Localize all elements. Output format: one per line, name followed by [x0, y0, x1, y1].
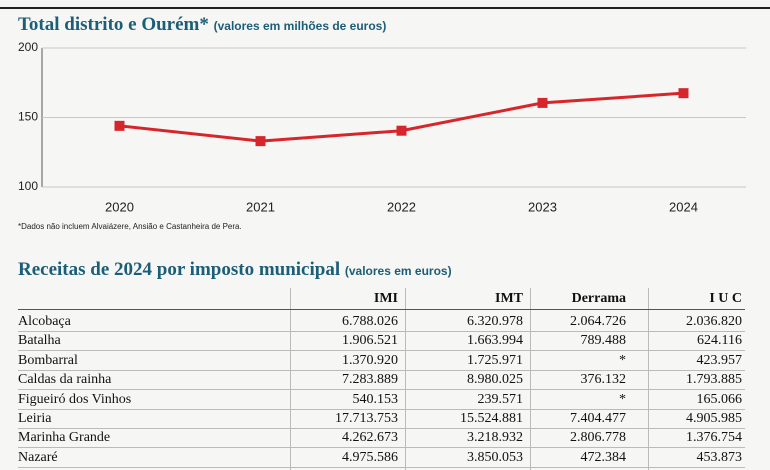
table-subtitle: (valores em euros) — [344, 264, 452, 278]
table-cell: 453.873 — [696, 449, 743, 465]
table-cell: 239.571 — [477, 391, 524, 407]
marker — [678, 88, 689, 99]
table-cell: 423.957 — [696, 352, 743, 368]
column-header: IMI — [373, 291, 398, 306]
table-cell: 3.850.053 — [467, 449, 523, 465]
y-tick-label: 200 — [18, 40, 38, 54]
y-tick-label: 100 — [18, 179, 38, 193]
row-label: Bombarral — [18, 352, 78, 368]
table-cell: 17.713.753 — [335, 411, 398, 426]
marker — [114, 120, 125, 131]
chart: 100 150 200 2020 2021 2022 2023 2024 — [18, 40, 746, 214]
table-cell: 7.283.889 — [342, 372, 398, 388]
chart-heading: Total distrito e Ourém* (valores em milh… — [18, 14, 386, 36]
table-cell: 789.488 — [580, 333, 627, 349]
column-header: IMT — [495, 291, 523, 306]
x-tick-label: 2024 — [669, 199, 698, 214]
column-divider — [405, 288, 406, 470]
chart-note: *Dados não incluem Alvaiázere, Ansião e … — [18, 222, 242, 231]
row-rule — [18, 428, 745, 429]
column-divider — [648, 288, 649, 470]
table-cell: 2.064.726 — [570, 314, 626, 329]
table-cell: 2.036.820 — [686, 314, 742, 329]
table-cell: 4.905.985 — [686, 411, 742, 426]
row-rule — [18, 331, 745, 332]
x-tick-label: 2020 — [105, 199, 134, 214]
row-rule — [18, 466, 745, 468]
table-cell: 624.116 — [697, 333, 742, 349]
row-rule — [18, 369, 745, 371]
table-cell: 540.153 — [352, 391, 399, 407]
marker — [396, 125, 407, 136]
table-cell: 376.132 — [580, 372, 627, 388]
chart-subtitle: (valores em milhões de euros) — [213, 19, 387, 33]
table-cell: 1.376.754 — [686, 430, 742, 446]
table-heading: Receitas de 2024 por imposto municipal (… — [18, 259, 452, 281]
table-cell: 3.218.932 — [467, 430, 523, 446]
table-cell: 2.806.778 — [570, 430, 626, 446]
table-title: Receitas de 2024 por imposto municipal — [18, 259, 341, 280]
y-tick-label: 150 — [18, 110, 38, 124]
table-cell: 165.066 — [696, 391, 743, 407]
table-cell: * — [619, 352, 626, 368]
table-cell: 6.320.978 — [467, 314, 523, 329]
column-divider — [530, 288, 531, 470]
table-cell: 7.404.477 — [570, 411, 626, 426]
row-label: Alcobaça — [18, 314, 71, 329]
row-rule — [18, 309, 745, 310]
row-label: Marinha Grande — [18, 430, 111, 446]
chart-title: Total distrito e Ourém* — [18, 14, 209, 35]
row-label: Nazaré — [18, 449, 58, 465]
marker — [255, 136, 266, 147]
table-cell: 472.384 — [580, 449, 627, 465]
table-cell: * — [619, 391, 626, 407]
table-cell: 1.725.971 — [467, 352, 523, 368]
table-cell: 1.663.994 — [467, 333, 523, 349]
table-cell: 4.262.673 — [342, 430, 398, 446]
column-header: Derrama — [571, 291, 626, 306]
table-cell: 4.975.586 — [342, 449, 398, 465]
table-cell: 1.906.521 — [342, 333, 398, 349]
x-tick-label: 2021 — [246, 199, 275, 214]
row-rule — [18, 408, 745, 410]
table-cell: 1.370.920 — [342, 352, 398, 368]
x-tick-label: 2023 — [528, 199, 557, 214]
row-rule — [18, 389, 745, 391]
row-label: Caldas da rainha — [18, 372, 112, 388]
marker — [537, 97, 548, 108]
top-rule — [0, 0, 770, 9]
row-label: Leiria — [18, 411, 52, 426]
table-cell: 6.788.026 — [342, 314, 398, 329]
row-rule — [18, 447, 745, 449]
column-divider — [290, 288, 291, 470]
column-header: I U C — [709, 291, 742, 306]
x-tick-label: 2022 — [387, 199, 416, 214]
row-label: Figueiró dos Vinhos — [18, 391, 132, 407]
row-rule — [18, 350, 745, 352]
table-cell: 8.980.025 — [467, 372, 523, 388]
table-cell: 15.524.881 — [460, 411, 523, 426]
row-label: Batalha — [18, 333, 61, 349]
table-cell: 1.793.885 — [686, 372, 742, 388]
